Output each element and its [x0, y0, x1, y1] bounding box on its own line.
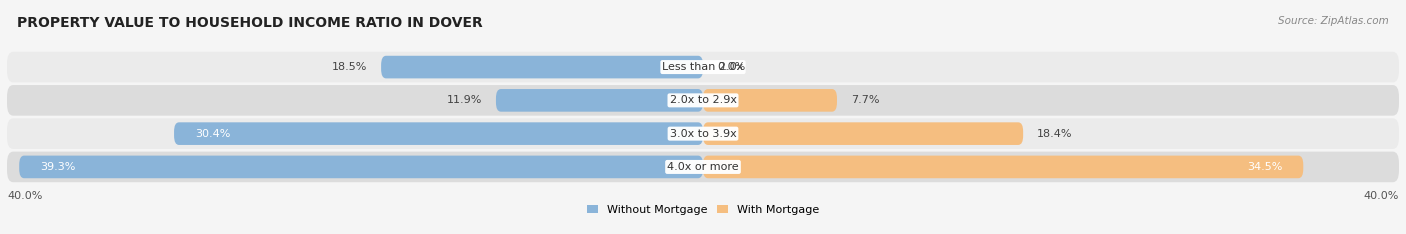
- FancyBboxPatch shape: [381, 56, 703, 78]
- Text: 18.4%: 18.4%: [1038, 129, 1073, 139]
- Text: 3.0x to 3.9x: 3.0x to 3.9x: [669, 129, 737, 139]
- Text: 11.9%: 11.9%: [447, 95, 482, 105]
- Text: 2.0x to 2.9x: 2.0x to 2.9x: [669, 95, 737, 105]
- Text: 7.7%: 7.7%: [851, 95, 879, 105]
- Text: 34.5%: 34.5%: [1247, 162, 1282, 172]
- FancyBboxPatch shape: [20, 156, 703, 178]
- FancyBboxPatch shape: [496, 89, 703, 112]
- Legend: Without Mortgage, With Mortgage: Without Mortgage, With Mortgage: [582, 200, 824, 219]
- Text: 18.5%: 18.5%: [332, 62, 367, 72]
- FancyBboxPatch shape: [7, 85, 1399, 116]
- FancyBboxPatch shape: [7, 52, 1399, 82]
- Text: PROPERTY VALUE TO HOUSEHOLD INCOME RATIO IN DOVER: PROPERTY VALUE TO HOUSEHOLD INCOME RATIO…: [17, 16, 482, 30]
- FancyBboxPatch shape: [7, 152, 1399, 182]
- Text: Less than 2.0x: Less than 2.0x: [662, 62, 744, 72]
- Text: 39.3%: 39.3%: [41, 162, 76, 172]
- Text: 40.0%: 40.0%: [1364, 191, 1399, 201]
- FancyBboxPatch shape: [174, 122, 703, 145]
- Text: Source: ZipAtlas.com: Source: ZipAtlas.com: [1278, 16, 1389, 26]
- FancyBboxPatch shape: [7, 118, 1399, 149]
- FancyBboxPatch shape: [703, 89, 837, 112]
- Text: 4.0x or more: 4.0x or more: [668, 162, 738, 172]
- Text: 30.4%: 30.4%: [195, 129, 231, 139]
- Text: 40.0%: 40.0%: [7, 191, 42, 201]
- Text: 0.0%: 0.0%: [717, 62, 745, 72]
- FancyBboxPatch shape: [703, 122, 1024, 145]
- FancyBboxPatch shape: [703, 156, 1303, 178]
